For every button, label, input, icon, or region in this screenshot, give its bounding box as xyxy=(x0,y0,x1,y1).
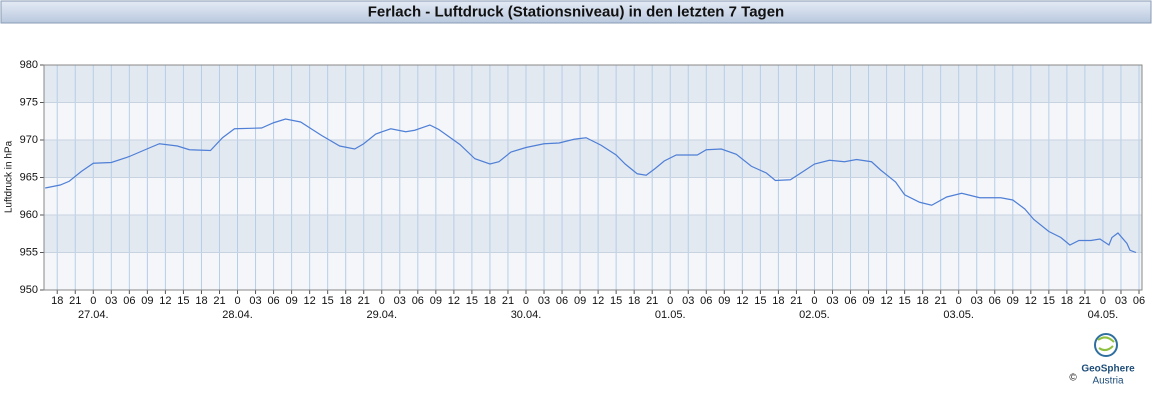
y-axis-label: Luftdruck in hPa xyxy=(4,140,15,213)
data-line xyxy=(45,118,1137,254)
x-tick-label: 15 xyxy=(898,295,910,307)
y-tick-label: 975 xyxy=(20,96,38,108)
x-tick-label: 06 xyxy=(1133,295,1145,307)
x-tick-label: 15 xyxy=(466,295,478,307)
x-tick-label: 06 xyxy=(123,295,135,307)
x-tick-label: 03 xyxy=(682,295,694,307)
x-tick-label: 03 xyxy=(826,295,838,307)
x-tick-label: 21 xyxy=(790,295,802,307)
date-label: 02.05. xyxy=(799,309,830,321)
logo-icon xyxy=(1097,336,1115,352)
x-tick-label: 09 xyxy=(574,295,586,307)
x-tick-label: 0 xyxy=(90,295,96,307)
x-tick-label: 12 xyxy=(448,295,460,307)
x-tick-label: 18 xyxy=(195,295,207,307)
x-tick-label: 21 xyxy=(502,295,514,307)
x-tick-label: 06 xyxy=(989,295,1001,307)
grid-band xyxy=(44,65,1142,103)
x-tick-label: 0 xyxy=(956,295,962,307)
x-tick-label: 03 xyxy=(971,295,983,307)
x-tick-label: 12 xyxy=(1025,295,1037,307)
x-tick-label: 12 xyxy=(736,295,748,307)
date-label: 29.04. xyxy=(366,309,397,321)
y-tick-label: 965 xyxy=(20,171,38,183)
x-tick-label: 18 xyxy=(917,295,929,307)
x-tick-label: 21 xyxy=(935,295,947,307)
title-bar xyxy=(0,0,1152,24)
x-tick-label: 03 xyxy=(1115,295,1127,307)
x-tick-label: 0 xyxy=(379,295,385,307)
y-tick-label: 950 xyxy=(20,284,38,296)
copyright: © xyxy=(1069,373,1077,384)
x-tick-label: 21 xyxy=(213,295,225,307)
x-tick-label: 0 xyxy=(234,295,240,307)
x-tick-label: 21 xyxy=(646,295,658,307)
x-tick-label: 12 xyxy=(159,295,171,307)
x-tick-label: 06 xyxy=(700,295,712,307)
date-label: 28.04. xyxy=(222,309,253,321)
x-tick-label: 0 xyxy=(811,295,817,307)
x-tick-label: 15 xyxy=(177,295,189,307)
date-label: 01.05. xyxy=(655,309,686,321)
x-tick-label: 21 xyxy=(69,295,81,307)
x-tick-label: 03 xyxy=(249,295,261,307)
y-tick-label: 980 xyxy=(20,59,38,71)
x-tick-label: 06 xyxy=(412,295,424,307)
x-tick-label: 18 xyxy=(484,295,496,307)
y-tick-label: 960 xyxy=(20,209,38,221)
x-tick-label: 15 xyxy=(322,295,334,307)
x-tick-label: 12 xyxy=(880,295,892,307)
x-tick-label: 03 xyxy=(538,295,550,307)
x-tick-label: 15 xyxy=(1043,295,1055,307)
date-label: 04.05. xyxy=(1088,309,1119,321)
x-tick-label: 12 xyxy=(304,295,316,307)
grid-band xyxy=(44,215,1142,253)
date-label: 03.05. xyxy=(943,309,974,321)
x-tick-label: 12 xyxy=(592,295,604,307)
logo-name: GeoSphere xyxy=(1081,364,1135,375)
x-tick-label: 09 xyxy=(718,295,730,307)
y-tick-label: 970 xyxy=(20,134,38,146)
x-tick-label: 03 xyxy=(105,295,117,307)
logo: GeoSphere Austria © xyxy=(1069,333,1135,387)
chart-title: Ferlach - Luftdruck (Stationsniveau) in … xyxy=(368,3,784,20)
grid-band xyxy=(44,140,1142,178)
logo-icon xyxy=(1094,333,1118,357)
x-tick-label: 0 xyxy=(523,295,529,307)
x-tick-label: 21 xyxy=(1079,295,1091,307)
x-tick-label: 09 xyxy=(141,295,153,307)
x-tick-label: 15 xyxy=(610,295,622,307)
date-label: 27.04. xyxy=(78,309,109,321)
x-tick-label: 06 xyxy=(844,295,856,307)
x-tick-label: 09 xyxy=(285,295,297,307)
x-tick-label: 15 xyxy=(754,295,766,307)
logo-sub: Austria xyxy=(1092,376,1124,387)
x-tick-label: 18 xyxy=(772,295,784,307)
plot-border xyxy=(43,64,1143,291)
x-tick-label: 18 xyxy=(1061,295,1073,307)
x-tick-label: 03 xyxy=(394,295,406,307)
x-tick-label: 09 xyxy=(862,295,874,307)
x-tick-label: 06 xyxy=(556,295,568,307)
date-label: 30.04. xyxy=(511,309,542,321)
y-tick-label: 955 xyxy=(20,246,38,258)
x-tick-label: 09 xyxy=(1007,295,1019,307)
x-tick-label: 18 xyxy=(340,295,352,307)
x-tick-label: 06 xyxy=(267,295,279,307)
x-tick-label: 09 xyxy=(430,295,442,307)
x-tick-label: 18 xyxy=(51,295,63,307)
x-tick-label: 18 xyxy=(628,295,640,307)
x-tick-label: 0 xyxy=(1100,295,1106,307)
x-tick-label: 0 xyxy=(667,295,673,307)
x-tick-label: 21 xyxy=(358,295,370,307)
